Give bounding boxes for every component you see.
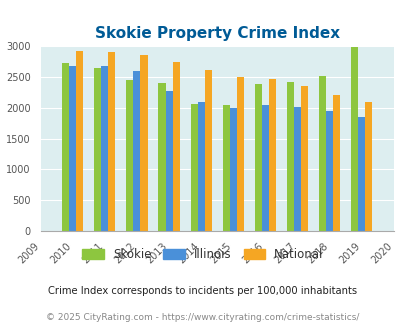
Bar: [261, 105, 268, 231]
Bar: [108, 52, 115, 231]
Bar: [62, 63, 69, 231]
Bar: [126, 80, 133, 231]
Bar: [140, 55, 147, 231]
Bar: [94, 68, 101, 231]
Bar: [165, 91, 172, 231]
Bar: [286, 82, 293, 231]
Bar: [293, 107, 300, 231]
Bar: [236, 77, 243, 231]
Bar: [300, 85, 307, 231]
Bar: [101, 66, 108, 231]
Bar: [222, 105, 229, 231]
Bar: [172, 62, 179, 231]
Text: Crime Index corresponds to incidents per 100,000 inhabitants: Crime Index corresponds to incidents per…: [48, 286, 357, 296]
Bar: [76, 50, 83, 231]
Bar: [197, 102, 204, 231]
Bar: [133, 72, 140, 231]
Bar: [318, 76, 325, 231]
Bar: [190, 104, 197, 231]
Bar: [325, 112, 333, 231]
Bar: [364, 102, 371, 231]
Bar: [229, 108, 236, 231]
Bar: [69, 66, 76, 231]
Bar: [350, 48, 357, 231]
Bar: [357, 117, 364, 231]
Bar: [333, 95, 339, 231]
Bar: [254, 84, 261, 231]
Title: Skokie Property Crime Index: Skokie Property Crime Index: [94, 26, 339, 41]
Legend: Skokie, Illinois, National: Skokie, Illinois, National: [77, 244, 328, 266]
Bar: [268, 79, 275, 231]
Bar: [204, 70, 211, 231]
Bar: [158, 83, 165, 231]
Text: © 2025 CityRating.com - https://www.cityrating.com/crime-statistics/: © 2025 CityRating.com - https://www.city…: [46, 313, 359, 322]
